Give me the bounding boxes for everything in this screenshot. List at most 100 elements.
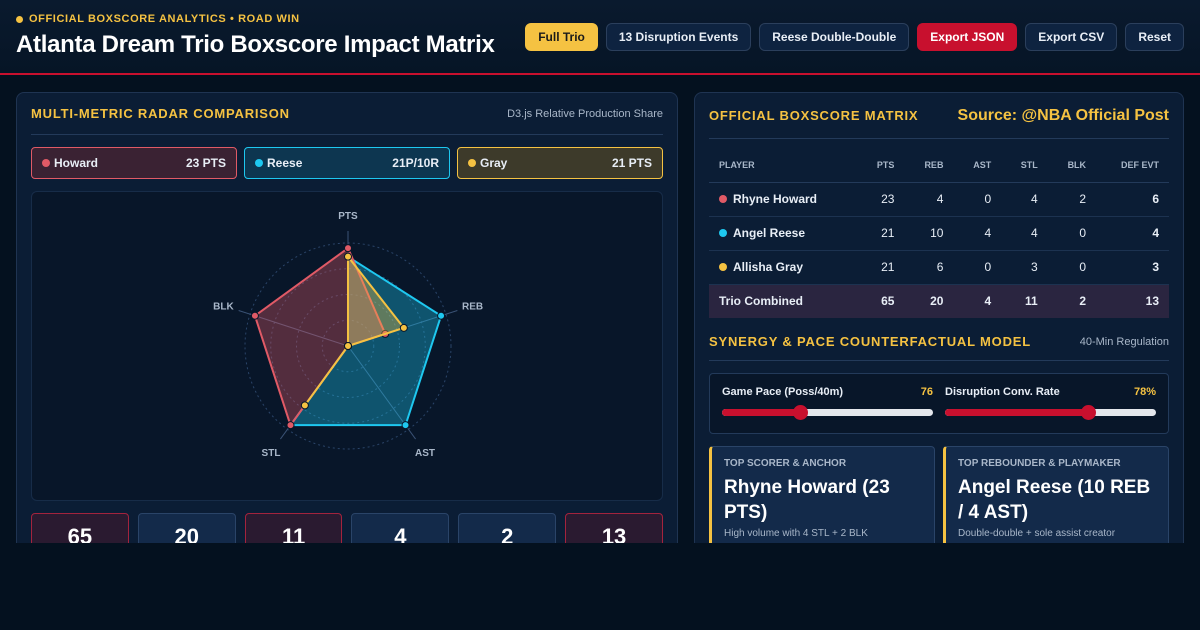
disruption-slider-value: 78% [1133,386,1156,398]
column-header: REB [904,148,954,183]
player-name: Rhyne Howard [733,192,818,206]
disruption-slider-group: Disruption Conv. Rate 78% [945,386,1156,433]
radar-axis-label: STL [262,448,281,459]
table-cell: 3 [1001,250,1048,285]
table-row[interactable]: Allisha Gray 21 6 0 3 0 3 [709,250,1169,285]
radar-point-gray [344,342,352,350]
radar-chart: PTS REB AST STL BLK [31,191,663,501]
table-cell: 3 [1096,250,1169,285]
player-tab-value: 21P/10R [392,156,439,170]
table-cell: 0 [1047,250,1097,285]
radar-point-reese [401,421,410,430]
radar-svg: PTS REB AST STL BLK [213,211,483,459]
table-cell: 4 [1001,182,1048,217]
table-cell: 10 [904,216,954,251]
table-cell: 20 [904,284,954,318]
slider-fill [722,409,801,416]
radar-point-howard [344,244,352,253]
column-header: PTS [857,148,905,183]
disruption-events-button[interactable]: 13 Disruption Events [605,23,752,51]
column-header: STL [1001,148,1048,183]
radar-grid-ring [244,242,452,450]
gray-dot-icon [719,263,727,271]
card-headline: Rhyne Howard (23 PTS) [724,477,890,523]
player-cell: Allisha Gray [709,250,858,285]
card-kicker: TOP SCORER & ANCHOR [724,458,847,469]
radar-grid-ring [270,268,426,424]
radar-axis-label: PTS [338,211,358,222]
table-cell: 2 [1047,182,1097,217]
column-header: BLK [1047,148,1097,183]
radar-point-gray [300,401,309,410]
table-cell: 6 [1096,182,1169,217]
column-header: DEF EVT [1096,148,1169,183]
slider-fill [945,409,1089,416]
boxscore-table: PLAYER PTS REB AST STL BLK DEF EVT Rhyne… [709,148,1169,318]
disruption-slider-label: Disruption Conv. Rate [945,386,1060,398]
pace-slider-group: Game Pace (Poss/40m) 76 [722,386,933,433]
gray-dot-icon [468,159,476,167]
total-label: Trio Combined [709,284,858,318]
table-cell: 21 [857,216,905,251]
card-headline: Angel Reese (10 REB / 4 AST) [958,477,1151,523]
table-cell: 4 [1001,216,1048,251]
player-tab-label: Reese [267,156,303,170]
bottom-cutoff [0,543,1200,630]
synergy-title: SYNERGY & PACE COUNTERFACTUAL MODEL [709,334,1031,349]
status-dot-icon [16,15,23,23]
pace-slider[interactable] [722,405,933,420]
table-cell: 4 [953,216,1002,251]
player-tab-reese[interactable]: Reese 21P/10R [244,147,450,179]
radar-panel-subtitle: D3.js Relative Production Share [507,107,663,120]
export-json-button[interactable]: Export JSON [917,23,1018,51]
table-row[interactable]: Rhyne Howard 23 4 0 4 2 6 [709,182,1169,217]
table-cell: 23 [857,182,905,217]
card-kicker: TOP REBOUNDER & PLAYMAKER [958,458,1121,469]
player-name: Angel Reese [733,226,806,240]
table-cell: 21 [857,250,905,285]
total-row: Trio Combined 65 20 4 11 2 13 [709,284,1169,318]
radar-series-gray [304,253,406,406]
radar-point-gray [344,252,352,261]
table-cell: 11 [1001,284,1048,318]
table-cell: 4 [953,284,1002,318]
table-cell: 0 [1047,216,1097,251]
radar-axis-label: AST [415,448,435,459]
insight-cards: TOP SCORER & ANCHOR Rhyne Howard (23 PTS… [709,446,1169,551]
reset-button[interactable]: Reset [1125,23,1184,51]
player-tab-gray[interactable]: Gray 21 PTS [457,147,663,179]
slider-thumb[interactable] [1081,405,1097,420]
matrix-panel-title: OFFICIAL BOXSCORE MATRIX [709,108,919,123]
top-scorer-card: TOP SCORER & ANCHOR Rhyne Howard (23 PTS… [709,446,935,551]
full-trio-button[interactable]: Full Trio [525,23,598,51]
header: OFFICIAL BOXSCORE ANALYTICS • ROAD WIN A… [0,0,1200,75]
player-name: Allisha Gray [733,260,804,274]
kicker-text: OFFICIAL BOXSCORE ANALYTICS • ROAD WIN [29,13,300,25]
slider-header: Disruption Conv. Rate 78% [945,386,1156,398]
table-row[interactable]: Angel Reese 21 10 4 4 0 4 [709,216,1169,251]
table-header-row: PLAYER PTS REB AST STL BLK DEF EVT [709,148,1169,183]
synergy-header: SYNERGY & PACE COUNTERFACTUAL MODEL 40-M… [709,323,1169,361]
radar-panel-header: MULTI-METRIC RADAR COMPARISON D3.js Rela… [31,93,663,135]
pace-slider-label: Game Pace (Poss/40m) [722,386,844,398]
player-tab-howard[interactable]: Howard 23 PTS [31,147,237,179]
player-tab-label: Howard [54,156,99,170]
slider-thumb[interactable] [793,405,809,420]
matrix-panel-header: OFFICIAL BOXSCORE MATRIX Source: @NBA Of… [709,93,1169,139]
stat-tile-reb: 20 [137,513,236,551]
reese-dot-icon [255,159,263,167]
radar-point-howard [250,311,259,320]
howard-dot-icon [42,159,50,167]
page-title: Atlanta Dream Trio Boxscore Impact Matri… [16,31,495,58]
top-rebounder-card: TOP REBOUNDER & PLAYMAKER Angel Reese (1… [943,446,1169,551]
reese-dot-icon [719,229,727,237]
reese-double-double-button[interactable]: Reese Double-Double [759,23,910,51]
table-cell: 4 [904,182,954,217]
card-note: Double-double + sole assist creator [958,528,1116,539]
table-cell: 4 [1096,216,1169,251]
radar-panel: MULTI-METRIC RADAR COMPARISON D3.js Rela… [16,92,678,552]
disruption-slider[interactable] [945,405,1156,420]
export-csv-button[interactable]: Export CSV [1025,23,1118,51]
radar-grid-ring [296,294,400,398]
source-label: Source: @NBA Official Post [957,106,1169,124]
